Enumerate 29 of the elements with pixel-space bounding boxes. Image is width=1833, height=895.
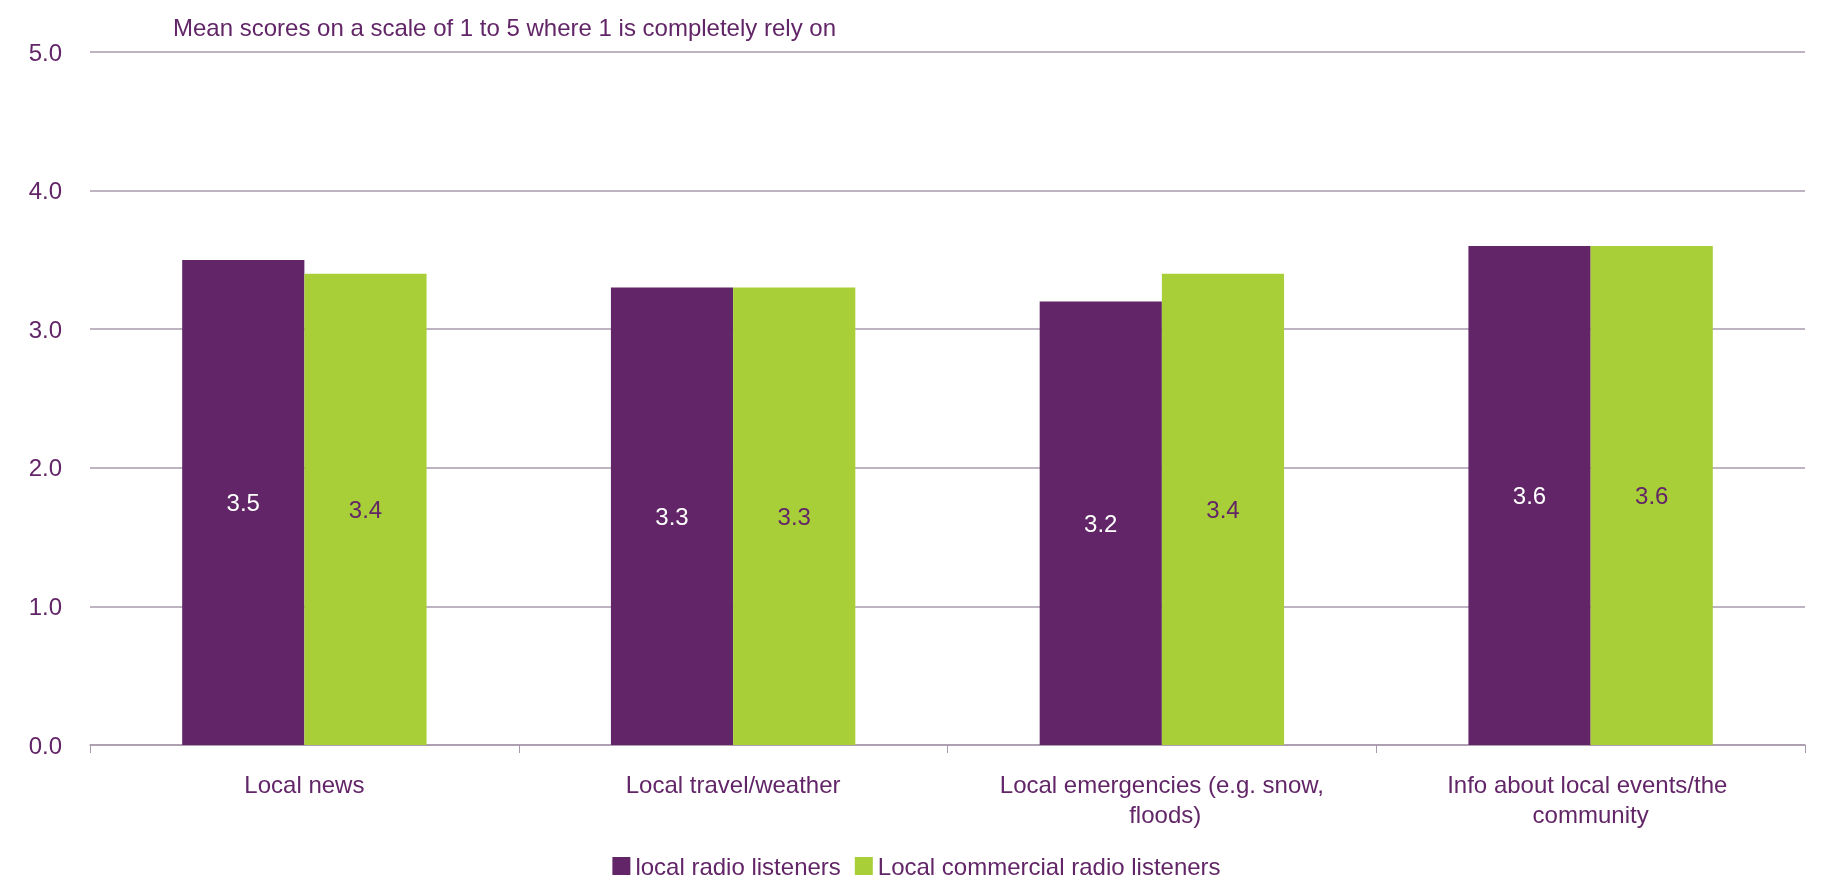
y-tick-label: 0.0 [28,731,62,759]
y-tick-label: 5.0 [28,38,62,66]
data-label: 3.4 [348,495,383,523]
y-tick-label: 2.0 [28,454,62,482]
legend-label: local radio listeners [635,852,841,880]
bar [610,287,734,745]
x-tick-label: Local news [244,770,365,798]
y-tick-label: 4.0 [28,177,62,205]
data-label: 3.6 [1512,482,1547,510]
bar [733,287,856,745]
bar [1039,301,1162,745]
x-tick-label: Local travel/weather [625,770,841,798]
data-label: 3.2 [1084,509,1118,537]
bar [182,259,305,745]
x-tick-label: Local emergencies (e.g. snow, floods) [999,770,1324,828]
y-tick-label: 3.0 [28,315,62,343]
bar [1590,246,1713,745]
legend-label: Local commercial radio listeners [877,852,1221,880]
data-label: 3.6 [1635,482,1669,510]
data-label: 3.5 [226,488,260,516]
data-label: 3.3 [777,502,811,530]
y-tick-label: 1.0 [28,592,62,620]
bar [1468,246,1591,745]
x-tick-label: Info about local events/the community [1447,770,1735,828]
bar [1161,273,1285,745]
data-label: 3.3 [655,502,689,530]
chart-title: Mean scores on a scale of 1 to 5 where 1 is completely rely on [173,13,836,41]
bar [304,273,427,745]
data-label: 3.4 [1206,495,1240,523]
